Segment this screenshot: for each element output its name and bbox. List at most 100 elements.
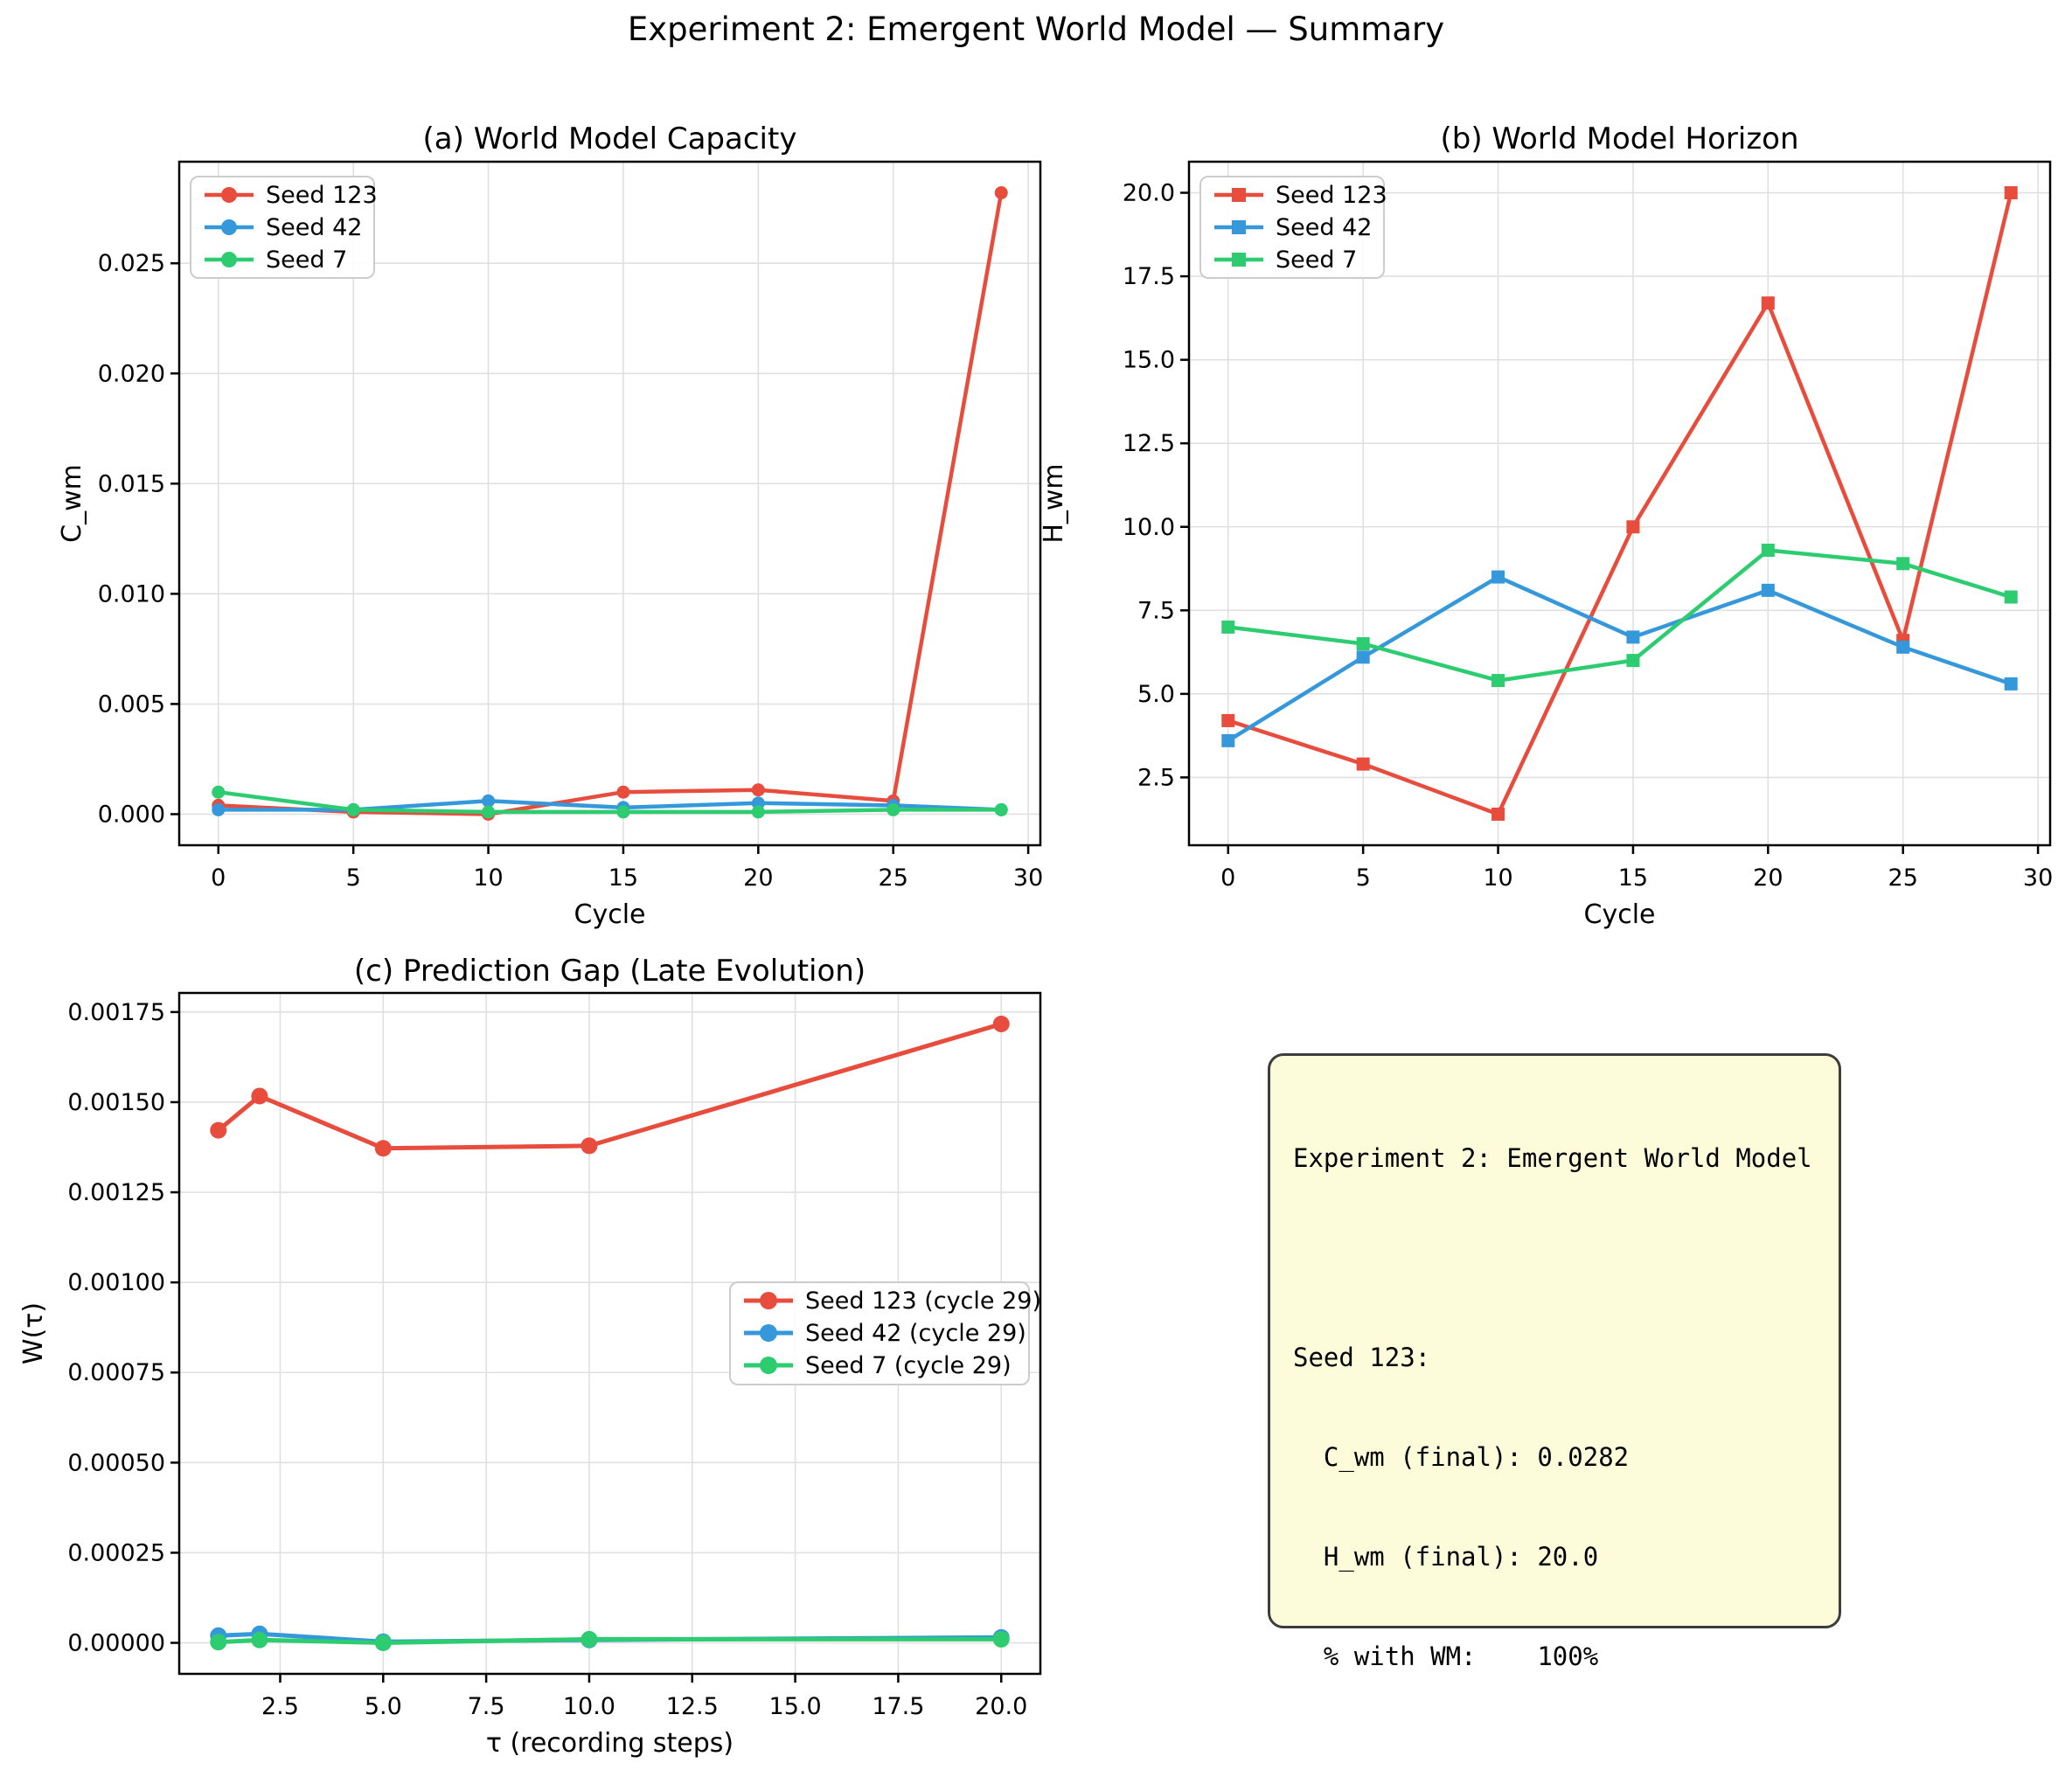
legend-marker bbox=[760, 1292, 777, 1309]
data-point-marker bbox=[1356, 650, 1370, 664]
data-point-marker bbox=[581, 1137, 598, 1155]
legend-item: Seed 7 (cycle 29) bbox=[744, 1352, 1012, 1379]
data-point-marker bbox=[212, 785, 226, 799]
legend-box bbox=[190, 176, 375, 279]
y-axis-label: H_wm bbox=[1039, 463, 1069, 543]
legend-label: Seed 123 (cycle 29) bbox=[805, 1288, 1041, 1315]
legend-label: Seed 7 bbox=[266, 246, 347, 274]
series-line bbox=[216, 191, 1004, 816]
axes-frame bbox=[1187, 160, 2052, 847]
legend-label: Seed 42 (cycle 29) bbox=[805, 1320, 1026, 1347]
x-tick-label: 10 bbox=[473, 864, 503, 892]
data-point-marker bbox=[251, 1087, 268, 1105]
data-point-marker bbox=[751, 783, 765, 797]
legend-label: Seed 7 bbox=[1276, 246, 1357, 274]
y-axis-label: W(τ) bbox=[18, 1302, 49, 1364]
data-point-marker bbox=[374, 1635, 392, 1652]
data-point-marker bbox=[210, 1634, 227, 1651]
summary-seed123-header: Seed 123: bbox=[1293, 1343, 1431, 1372]
x-tick-label: 15 bbox=[1618, 864, 1648, 892]
data-point-marker bbox=[1221, 733, 1235, 747]
series-seed-7 bbox=[1221, 544, 2018, 688]
y-tick-label: 0.00025 bbox=[67, 1539, 165, 1566]
y-tick-label: 0.00175 bbox=[67, 999, 165, 1026]
series-seed-42 bbox=[1221, 570, 2018, 747]
legend-box bbox=[729, 1281, 1030, 1385]
series-seed-123 bbox=[212, 186, 1008, 821]
chart-title: (a) World Model Capacity bbox=[423, 121, 797, 156]
data-point-marker bbox=[1761, 583, 1775, 597]
y-tick-label: 2.5 bbox=[1137, 764, 1175, 791]
x-tick-label: 20.0 bbox=[975, 1693, 1027, 1720]
y-tick-label: 0.00100 bbox=[67, 1269, 165, 1296]
x-tick-label: 20 bbox=[1753, 864, 1783, 892]
y-tick-label: 10.0 bbox=[1123, 514, 1175, 541]
legend-item: Seed 42 bbox=[1214, 214, 1372, 241]
summary-line bbox=[1293, 1241, 1816, 1274]
y-tick-label: 0.00075 bbox=[67, 1359, 165, 1386]
legend-item: Seed 7 bbox=[205, 246, 347, 274]
data-point-marker bbox=[1761, 296, 1775, 310]
data-point-marker bbox=[1896, 640, 1910, 654]
x-tick-label: 5 bbox=[1356, 864, 1371, 892]
chart-b: 0 5 10 15 20 25 30 2.5 5.0 7.5 10.0 12.5 15.0 17.5 20.… bbox=[1039, 121, 2053, 930]
data-point-marker bbox=[887, 802, 900, 816]
data-point-marker bbox=[212, 802, 226, 816]
x-axis-label: Cycle bbox=[1584, 899, 1656, 930]
y-axis-label: C_wm bbox=[57, 464, 87, 543]
chart-title: (c) Prediction Gap (Late Evolution) bbox=[354, 954, 866, 989]
y-tick-label: 0.005 bbox=[98, 691, 165, 718]
summary-line: H_wm (final): 20.0 bbox=[1293, 1542, 1599, 1572]
data-point-marker bbox=[2004, 186, 2018, 200]
data-point-marker bbox=[1491, 807, 1505, 821]
legend-item: Seed 123 bbox=[205, 182, 378, 209]
x-tick-label: 5.0 bbox=[365, 1693, 402, 1720]
y-tick-label: 0.020 bbox=[98, 360, 165, 387]
legend-item: Seed 123 bbox=[1214, 182, 1387, 209]
x-tick-label: 10.0 bbox=[563, 1693, 615, 1720]
series-line bbox=[1226, 574, 2013, 743]
x-tick-label: 20 bbox=[743, 864, 773, 892]
x-tick-label: 10 bbox=[1483, 864, 1512, 892]
x-tick-label: 15 bbox=[608, 864, 638, 892]
legend-box bbox=[1199, 176, 1385, 279]
legend: Seed 123 Seed 42 Seed 7 bbox=[1199, 176, 1387, 279]
y-tick-label: 0.015 bbox=[98, 470, 165, 497]
legend-label: Seed 42 bbox=[1276, 214, 1372, 241]
data-point-marker bbox=[994, 802, 1008, 816]
data-point-marker bbox=[992, 1015, 1010, 1032]
axes-frame bbox=[177, 160, 1042, 847]
data-point-marker bbox=[1356, 757, 1370, 771]
data-point-marker bbox=[1356, 637, 1370, 651]
x-tick-label: 30 bbox=[1013, 864, 1043, 892]
legend: Seed 123 Seed 42 Seed 7 bbox=[190, 176, 378, 279]
y-tick-label: 0.00000 bbox=[67, 1630, 165, 1657]
legend-item: Seed 42 bbox=[205, 214, 362, 241]
y-tick-label: 17.5 bbox=[1123, 263, 1175, 290]
data-point-marker bbox=[346, 802, 360, 816]
x-tick-label: 25 bbox=[1888, 864, 1918, 892]
summary-box: Experiment 2: Emergent World Model Seed … bbox=[1268, 1053, 1841, 1671]
y-tick-label: 20.0 bbox=[1123, 180, 1175, 207]
y-tick-label: 0.000 bbox=[98, 801, 165, 828]
x-tick-label: 17.5 bbox=[872, 1693, 924, 1720]
data-point-marker bbox=[616, 805, 630, 819]
y-tick-label: 0.010 bbox=[98, 580, 165, 607]
data-point-marker bbox=[210, 1121, 227, 1139]
series-seed-7-cycle-29- bbox=[210, 1630, 1010, 1652]
data-point-marker bbox=[1626, 520, 1640, 534]
data-point-marker bbox=[1896, 557, 1910, 571]
legend: Seed 123 (cycle 29) Seed 42 (cycle 29) See… bbox=[729, 1281, 1041, 1385]
legend-marker bbox=[1232, 188, 1246, 202]
axes-frame bbox=[177, 991, 1042, 1676]
x-axis-label: Cycle bbox=[574, 899, 646, 930]
series-line bbox=[1226, 191, 2013, 816]
data-point-marker bbox=[482, 805, 496, 819]
x-tick-label: 2.5 bbox=[261, 1693, 299, 1720]
data-point-marker bbox=[374, 1140, 392, 1157]
legend-marker bbox=[1232, 253, 1246, 267]
summary-line bbox=[1293, 1739, 1816, 1770]
data-point-marker bbox=[1221, 620, 1235, 634]
data-point-marker bbox=[1491, 570, 1505, 584]
